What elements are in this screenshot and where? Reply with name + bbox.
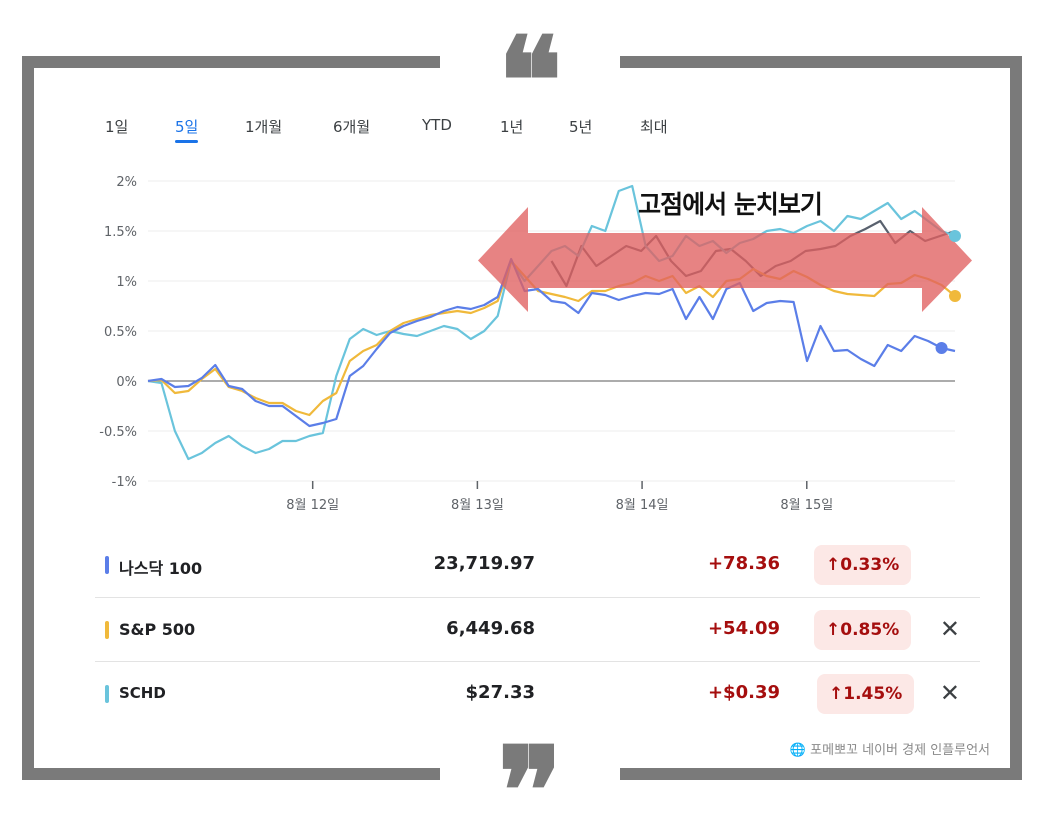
series-end-dot-0 bbox=[935, 342, 948, 354]
quote-close-icon: ❞ bbox=[440, 732, 620, 812]
frame-left-bar bbox=[22, 56, 34, 780]
tab-5d[interactable]: 5일 bbox=[175, 118, 199, 143]
quote-row-sp500[interactable]: S&P 500 6,449.68 +54.09 ↑0.85% ✕ bbox=[95, 597, 980, 662]
row-change: +54.09 bbox=[707, 618, 780, 639]
row-percent-badge: ↑1.45% bbox=[817, 674, 915, 714]
row-price: 23,719.97 bbox=[433, 553, 535, 574]
row-price: 6,449.68 bbox=[446, 618, 535, 639]
series-swatch bbox=[105, 556, 109, 574]
row-name: 나스닥 100 bbox=[119, 559, 203, 578]
y-tick-label: -1% bbox=[112, 475, 137, 490]
series-end-dot-1 bbox=[949, 290, 961, 302]
y-tick-label: 2% bbox=[116, 175, 137, 190]
series-line-0 bbox=[147, 257, 956, 428]
row-name: SCHD bbox=[119, 684, 166, 702]
quote-row-nasdaq[interactable]: 나스닥 100 23,719.97 +78.36 ↑0.33% bbox=[95, 533, 980, 597]
quote-open-icon: ❝ bbox=[440, 22, 620, 102]
x-tick-label: 8월 14일 bbox=[616, 498, 669, 513]
tab-ytd[interactable]: YTD bbox=[422, 116, 452, 134]
series-end-dot-2 bbox=[949, 230, 961, 242]
tab-5y[interactable]: 5년 bbox=[569, 118, 593, 136]
credit-text: 🌐 포메뽀꼬 네이버 경제 인플루언서 bbox=[789, 743, 990, 758]
remove-schd-icon[interactable]: ✕ bbox=[939, 679, 960, 707]
y-tick-label: 0% bbox=[116, 375, 137, 390]
quote-row-schd[interactable]: SCHD $27.33 +$0.39 ↑1.45% ✕ bbox=[95, 661, 980, 726]
row-price: $27.33 bbox=[465, 682, 535, 703]
y-tick-label: 0.5% bbox=[104, 325, 137, 340]
annotation-arrow bbox=[478, 207, 972, 312]
frame-right-bar bbox=[1010, 56, 1022, 780]
x-tick-label: 8월 12일 bbox=[286, 498, 339, 513]
row-name: S&P 500 bbox=[119, 620, 196, 639]
tab-1d[interactable]: 1일 bbox=[105, 118, 129, 136]
tab-max[interactable]: 최대 bbox=[640, 118, 668, 136]
row-change: +$0.39 bbox=[707, 682, 780, 703]
annotation-label: 고점에서 눈치보기 bbox=[638, 190, 822, 219]
line-chart: 2% 1.5% 1% 0.5% 0% -0.5% -1% 8월 12일 8월 13일 8월 14일… bbox=[99, 175, 972, 513]
x-tick-label: 8월 15일 bbox=[780, 498, 833, 513]
row-percent-badge: ↑0.85% bbox=[814, 610, 912, 650]
x-tick-label: 8월 13일 bbox=[451, 498, 504, 513]
tab-1y[interactable]: 1년 bbox=[500, 118, 524, 136]
row-percent-badge: ↑0.33% bbox=[814, 545, 912, 585]
tab-1m[interactable]: 1개월 bbox=[245, 118, 283, 136]
series-swatch bbox=[105, 685, 109, 703]
y-tick-label: -0.5% bbox=[99, 425, 137, 440]
series-line-2 bbox=[147, 184, 956, 461]
remove-sp500-icon[interactable]: ✕ bbox=[939, 615, 960, 643]
tab-6m[interactable]: 6개월 bbox=[333, 118, 371, 136]
y-tick-label: 1% bbox=[116, 275, 137, 290]
row-change: +78.36 bbox=[707, 553, 780, 574]
y-tick-label: 1.5% bbox=[104, 225, 137, 240]
series-swatch bbox=[105, 621, 109, 639]
